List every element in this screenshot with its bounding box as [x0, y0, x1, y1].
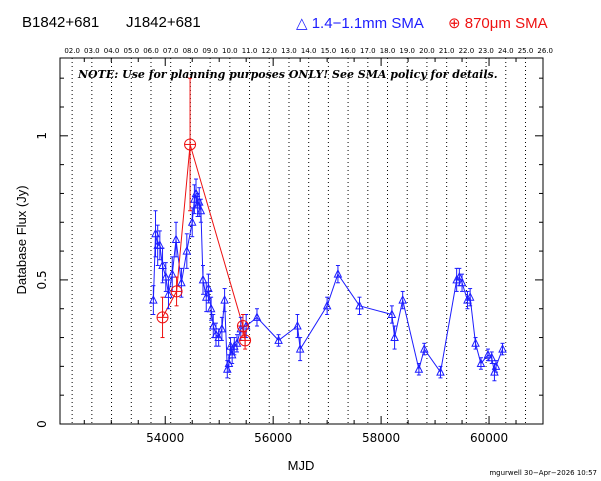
data-point-1mm [455, 271, 464, 281]
top-axis-tick-label: 08.0 [183, 47, 199, 55]
top-axis-tick-label: 24.0 [498, 47, 514, 55]
data-point-1mm [155, 240, 165, 249]
data-point-1mm [232, 338, 242, 347]
data-point-1mm [322, 300, 332, 310]
data-point-1mm [483, 349, 493, 359]
data-point-1mm [293, 320, 302, 330]
data-point-1mm [295, 343, 305, 353]
top-axis-tick-label: 07.0 [163, 47, 179, 55]
data-point-1mm [452, 274, 461, 284]
data-point-1mm [198, 274, 208, 284]
data-point-1mm [465, 292, 475, 301]
data-point-1mm [171, 234, 181, 244]
top-axis-tick-label: 20.0 [419, 47, 435, 55]
top-axis-tick-label: 14.0 [301, 47, 317, 55]
data-point-1mm [436, 367, 445, 376]
top-axis-tick-label: 06.0 [143, 47, 159, 55]
data-point-1mm [167, 269, 177, 278]
data-point-1mm [149, 294, 158, 304]
source-name: B1842+681 [22, 14, 100, 31]
legend-1mm-label: 1.4−1.1mm SMA [311, 15, 424, 32]
data-point-1mm [177, 277, 186, 287]
data-point-1mm [214, 332, 223, 342]
data-points [149, 77, 507, 382]
data-point-1mm [182, 245, 192, 255]
x-tick-label: 54000 [146, 431, 184, 445]
x-tick-label: 56000 [254, 431, 292, 445]
data-point-1mm [476, 358, 486, 367]
top-axis-tick-label: 22.0 [459, 47, 475, 55]
top-axis-tick-label: 26.0 [537, 47, 553, 55]
data-point-1mm [498, 343, 507, 353]
data-point-1mm [387, 309, 397, 318]
y-axis-label: Database Flux (Jy) [14, 185, 29, 294]
top-axis-tick-label: 05.0 [123, 47, 139, 55]
data-point-1mm [333, 269, 343, 278]
y-tick-label: 1 [35, 132, 49, 140]
data-point-1mm [457, 277, 467, 287]
data-point-1mm [419, 343, 429, 353]
data-point-1mm [211, 329, 221, 339]
data-point-1mm [390, 332, 399, 342]
data-point-1mm [463, 294, 472, 304]
data-point-1mm [471, 338, 480, 347]
alternate-source-name: J1842+681 [126, 14, 201, 31]
data-point-870um [239, 334, 252, 347]
top-axis-tick-label: 15.0 [321, 47, 337, 55]
top-axis-tick-label: 11.0 [242, 47, 258, 55]
data-point-870um [170, 285, 183, 298]
data-point-1mm [187, 217, 197, 226]
data-point-1mm [252, 312, 262, 321]
data-point-1mm [208, 320, 218, 330]
year-grid-lines [71, 58, 527, 424]
top-axis-tick-label: 12.0 [261, 47, 277, 55]
y-tick-label: 0.5 [35, 270, 49, 289]
top-axis-tick-label: 02.0 [64, 47, 80, 55]
top-axis-tick-label: 17.0 [360, 47, 376, 55]
top-axis-tick-label: 10.0 [222, 47, 238, 55]
data-point-1mm [164, 289, 173, 298]
data-point-870um [184, 138, 197, 151]
data-point-1mm [230, 341, 239, 350]
data-point-1mm [217, 323, 227, 333]
data-point-1mm [398, 294, 407, 304]
top-axis-tick-label: 21.0 [439, 47, 455, 55]
data-point-870um [156, 311, 169, 324]
data-point-1mm [196, 205, 206, 215]
planning-note: NOTE: Use for planning purposes ONLY! Se… [77, 68, 498, 81]
data-point-1mm [204, 283, 213, 293]
data-point-1mm [206, 303, 216, 313]
data-point-1mm [414, 364, 424, 373]
triangle-marker-icon: △ [296, 15, 308, 32]
data-point-1mm [491, 361, 501, 370]
data-point-1mm [158, 260, 167, 269]
top-axis-tick-label: 19.0 [399, 47, 415, 55]
top-axis-tick-label: 04.0 [104, 47, 120, 55]
top-axis-tick-label: 23.0 [478, 47, 494, 55]
top-axis-tick-label: 13.0 [281, 47, 297, 55]
x-tick-label: 58000 [362, 431, 400, 445]
top-axis-tick-label: 16.0 [340, 47, 356, 55]
y-tick-label: 0 [35, 420, 49, 428]
data-point-1mm [355, 300, 364, 310]
data-point-870um [236, 320, 249, 333]
footer-credit: mgurwell 30−Apr−2026 10:57 [489, 469, 597, 477]
axes: 02.0 03.0 04.0 05.0 06.0 07.0 08.0 09.0 10.0 11.0… [35, 47, 553, 445]
plot-frame [59, 57, 544, 425]
circle-plus-marker-icon: ⊕ [448, 15, 461, 32]
top-axis-tick-label: 25.0 [518, 47, 534, 55]
data-point-1mm [487, 352, 497, 362]
x-tick-label: 60000 [470, 431, 508, 445]
x-axis-label: MJD [288, 458, 315, 473]
legend-870um-label: 870μm SMA [464, 15, 548, 32]
data-point-1mm [161, 271, 171, 281]
data-point-1mm [274, 335, 283, 344]
top-axis-tick-label: 03.0 [84, 47, 100, 55]
data-point-1mm [220, 294, 229, 304]
legend-1mm-sma: △ 1.4−1.1mm SMA [296, 14, 424, 32]
top-axis-tick-label: 09.0 [202, 47, 218, 55]
top-axis-tick-label: 18.0 [380, 47, 396, 55]
legend-870um-sma: ⊕ 870μm SMA [448, 14, 548, 32]
